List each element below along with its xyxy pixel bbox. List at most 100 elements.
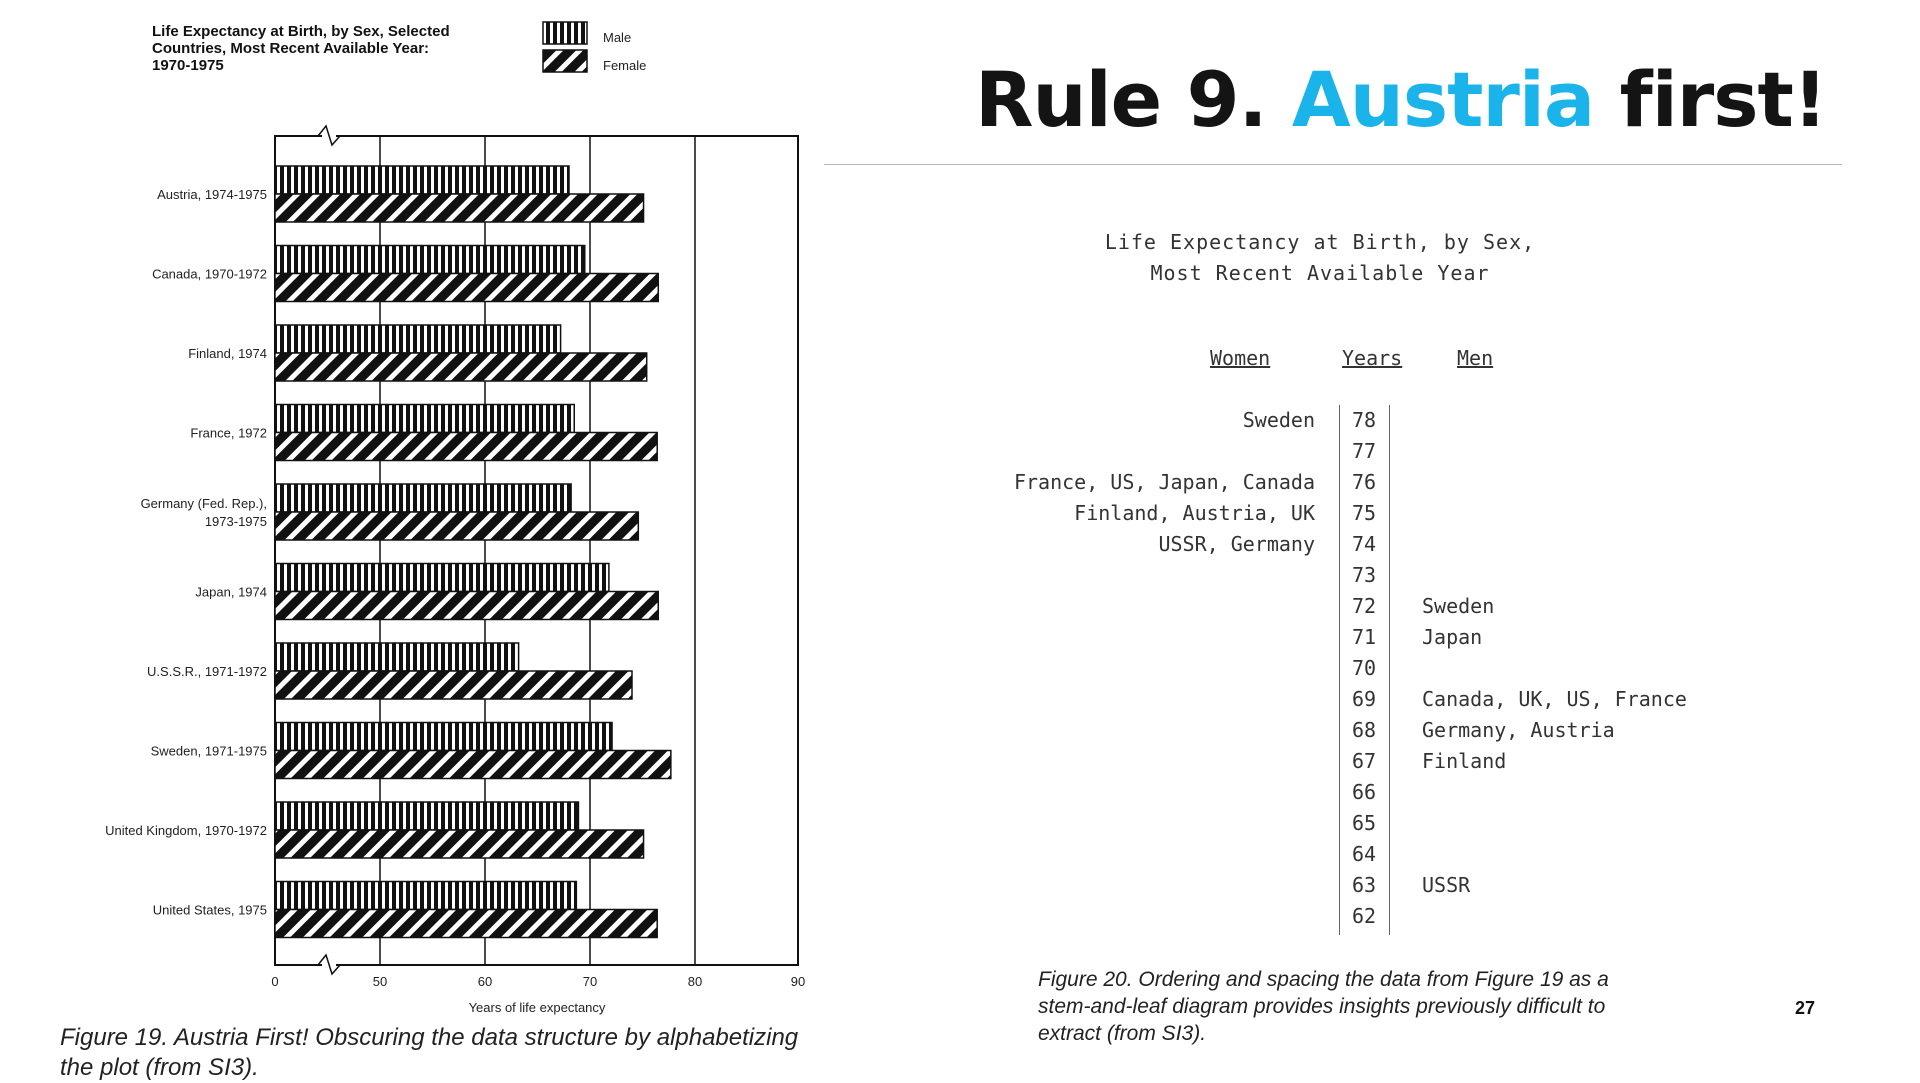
- bar-female: [274, 272, 659, 303]
- chart-title-line: Life Expectancy at Birth, by Sex, Select…: [152, 23, 450, 40]
- x-tick-label: 90: [791, 974, 805, 989]
- header-men: Men: [1457, 346, 1494, 370]
- bar-female: [274, 352, 648, 382]
- x-tick-label: 0: [271, 974, 278, 989]
- bar-male: [274, 244, 586, 275]
- bar-male: [274, 801, 580, 831]
- figure-19-caption: Figure 19. Austria First! Obscuring the …: [60, 1024, 799, 1081]
- bar-female: [274, 749, 672, 780]
- stem-year: 67: [1351, 749, 1377, 773]
- category-label: Austria, 1974-1975: [157, 187, 267, 202]
- bar-female: [274, 511, 640, 541]
- bar-male: [274, 642, 520, 672]
- bar-male: [274, 165, 570, 195]
- legend-label-male: Male: [603, 30, 631, 45]
- bar-male: [274, 562, 610, 593]
- bar-male: [274, 483, 572, 513]
- stem-row: 64: [1020, 842, 1740, 873]
- stem-year: 71: [1351, 625, 1377, 649]
- plot-frame: [274, 135, 799, 966]
- stem-men: Finland: [1422, 749, 1507, 773]
- stem-right-line: [1389, 405, 1390, 935]
- stem-row: 71 Japan: [1020, 625, 1740, 656]
- stem-title-line-1: Life Expectancy at Birth, by Sex,: [1104, 230, 1536, 254]
- stem-men: Sweden: [1422, 594, 1495, 618]
- stem-row: 73: [1020, 563, 1740, 594]
- stem-row: 62: [1020, 904, 1740, 935]
- stem-men: Canada, UK, US, France: [1422, 687, 1687, 711]
- stem-row: 65: [1020, 811, 1740, 842]
- stem-year: 75: [1351, 501, 1377, 525]
- stem-year: 78: [1351, 408, 1377, 432]
- bar-male: [274, 721, 613, 752]
- bar-female: [274, 670, 633, 700]
- stem-and-leaf-diagram: Life Expectancy at Birth, by Sex, Most R…: [1014, 230, 1740, 950]
- bar-male: [274, 324, 562, 354]
- stem-women: France, US, Japan, Canada: [1013, 470, 1315, 494]
- stem-year: 76: [1351, 470, 1377, 494]
- stem-women: Finland, Austria, UK: [1074, 501, 1315, 525]
- header-years: Years: [1342, 346, 1403, 370]
- category-label: United Kingdom, 1970-1972: [105, 823, 267, 838]
- category-label: Sweden, 1971-1975: [151, 744, 267, 759]
- stem-year: 62: [1351, 904, 1377, 928]
- stem-row: 63 USSR: [1020, 873, 1740, 904]
- slide-title: Rule 9. Austria first!: [975, 62, 1828, 138]
- title-prefix: Rule 9.: [975, 55, 1292, 144]
- x-axis-label: Years of life expectancy: [469, 1000, 606, 1015]
- chart-title-line: 1970-1975: [152, 57, 224, 74]
- category-label: Canada, 1970-1972: [152, 267, 267, 282]
- axis-break-mark: [317, 953, 341, 976]
- bar-male: [274, 880, 578, 911]
- figure-20-caption: Figure 20. Ordering and spacing the data…: [1038, 968, 1609, 1045]
- bar-chart: 0 50 60 70 80 90 Years of life expectancy Life …: [0, 0, 820, 1025]
- x-tick-label: 60: [478, 974, 492, 989]
- stem-row: 66: [1020, 780, 1740, 811]
- chart-title-line: Countries, Most Recent Available Year:: [152, 40, 429, 57]
- stem-row: Sweden 78: [1020, 408, 1740, 439]
- stem-year: 72: [1351, 594, 1377, 618]
- title-divider: [824, 164, 1842, 165]
- legend-swatch-male: [542, 21, 588, 45]
- stem-year: 64: [1351, 842, 1377, 866]
- stem-left-line: [1339, 405, 1340, 935]
- stem-row: 70: [1020, 656, 1740, 687]
- stem-year: 70: [1351, 656, 1377, 680]
- bar-male: [274, 403, 575, 434]
- stem-year: 69: [1351, 687, 1377, 711]
- stem-year: 68: [1351, 718, 1377, 742]
- bar-female: [274, 193, 645, 223]
- category-label: Japan, 1974: [195, 585, 267, 600]
- bar-female: [274, 431, 658, 462]
- stem-women: USSR, Germany: [1158, 532, 1315, 556]
- category-label: 1973-1975: [205, 514, 267, 529]
- axis-break-mark: [317, 124, 341, 147]
- header-women: Women: [1210, 346, 1271, 370]
- stem-row: France, US, Japan, Canada 76: [1014, 470, 1740, 501]
- title-accent: Austria: [1291, 55, 1595, 144]
- stem-row: 67 Finland: [1020, 749, 1740, 780]
- stem-year: 65: [1351, 811, 1377, 835]
- category-label: United States, 1975: [153, 903, 267, 918]
- legend-swatch-female: [542, 49, 588, 73]
- stem-year: 77: [1351, 439, 1377, 463]
- bar-chart-svg: 0 50 60 70 80 90 Years of life expectancy Life …: [105, 21, 805, 1015]
- category-label: France, 1972: [190, 426, 267, 441]
- bar-female: [274, 590, 659, 621]
- x-tick-label: 70: [583, 974, 597, 989]
- stem-row: Finland, Austria, UK 75: [1020, 501, 1740, 532]
- page-number: 27: [1795, 998, 1816, 1018]
- stem-year: 66: [1351, 780, 1377, 804]
- stem-row: 72 Sweden: [1020, 594, 1740, 625]
- title-suffix: first!: [1594, 55, 1828, 144]
- stem-row: 77: [1020, 439, 1740, 470]
- bar-female: [274, 908, 658, 939]
- stem-row: 68 Germany, Austria: [1020, 718, 1740, 749]
- stem-year: 63: [1351, 873, 1377, 897]
- stem-row: USSR, Germany 74: [1020, 532, 1740, 563]
- x-tick-label: 50: [373, 974, 387, 989]
- x-tick-label: 80: [688, 974, 702, 989]
- category-label: U.S.S.R., 1971-1972: [147, 664, 267, 679]
- stem-men: USSR: [1422, 873, 1471, 897]
- category-label: Finland, 1974: [188, 346, 267, 361]
